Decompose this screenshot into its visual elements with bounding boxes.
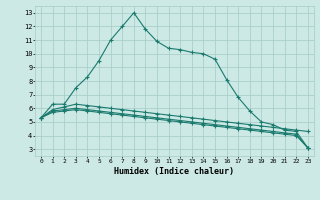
- X-axis label: Humidex (Indice chaleur): Humidex (Indice chaleur): [115, 167, 235, 176]
